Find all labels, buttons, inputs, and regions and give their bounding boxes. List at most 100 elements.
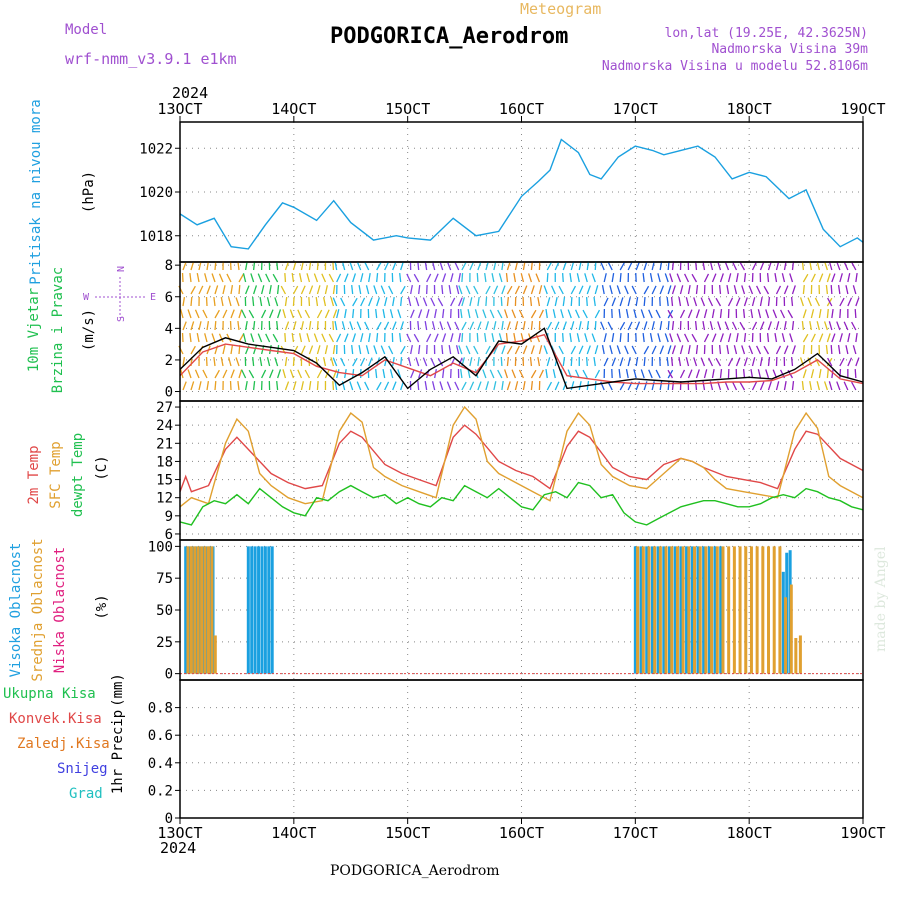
wind-barb (619, 321, 626, 331)
wind-barb (213, 296, 216, 307)
wind-barb (538, 285, 543, 295)
wind-barb (376, 272, 379, 283)
axis-title: 1hr Precip (110, 710, 126, 794)
wind-barb (373, 285, 378, 295)
wind-barb (349, 381, 354, 391)
wind-barb (274, 297, 279, 307)
wind-barb (476, 272, 479, 283)
wind-barb (282, 369, 287, 379)
wind-barb (743, 297, 748, 307)
wind-barb (498, 273, 503, 283)
wind-barb (437, 357, 444, 367)
wind-barb (189, 272, 192, 283)
wind-barb (594, 380, 597, 391)
wind-barb (238, 333, 244, 343)
wind-barb (461, 272, 464, 283)
wind-barb (473, 345, 479, 355)
wind-barb (384, 261, 390, 271)
wind-barb (190, 261, 195, 271)
wind-barb (543, 345, 548, 355)
wind-barb (739, 321, 746, 331)
wind-barb (576, 333, 580, 343)
wind-barb (839, 297, 845, 307)
wind-barb (633, 369, 637, 379)
wind-barb (280, 285, 287, 295)
wind-barb (562, 261, 567, 271)
wind-barb (530, 369, 537, 379)
wind-barb (651, 321, 655, 331)
wind-barb (775, 285, 782, 295)
y-tick-label: 0.6 (148, 728, 173, 744)
cloud-bar (727, 546, 731, 674)
cloud-bar (738, 546, 742, 674)
wind-barb (546, 357, 551, 367)
wind-barb (332, 357, 338, 367)
wind-barb (616, 285, 621, 295)
wind-barb (313, 333, 319, 343)
wind-barb (336, 333, 342, 343)
wind-barb (222, 345, 226, 355)
bar-series-srednja-oblacnost (186, 546, 802, 674)
wind-barb (306, 333, 311, 343)
wind-barb (546, 381, 553, 391)
wind-barb (691, 273, 698, 283)
wind-barb (493, 285, 499, 295)
wind-barb (485, 296, 488, 307)
wind-barb (206, 285, 211, 295)
wind-barb (767, 321, 772, 331)
series-line-speed (179, 333, 864, 385)
wind-barb (446, 321, 452, 331)
wind-barb (375, 368, 378, 379)
wind-barb (498, 333, 503, 343)
wind-barb (839, 357, 845, 367)
wind-barb (214, 285, 219, 295)
wind-barb (514, 381, 519, 391)
wind-barb (336, 369, 340, 379)
wind-barb (836, 381, 841, 391)
wind-barb (537, 297, 541, 307)
wind-barb (206, 321, 210, 331)
wind-barb (830, 344, 833, 355)
cloud-bar (639, 546, 643, 674)
wind-barb (513, 333, 517, 343)
wind-barb (839, 333, 843, 343)
cloud-bar (263, 546, 267, 674)
wind-barb (763, 345, 770, 355)
wind-barb (352, 297, 358, 307)
wind-barb (410, 345, 413, 355)
wind-barb (535, 273, 541, 283)
wind-barb (546, 261, 553, 271)
cloud-bar (781, 571, 785, 674)
wind-barb (384, 381, 390, 391)
wind-barb (282, 309, 287, 319)
wind-barb (190, 345, 196, 355)
wind-barb (823, 261, 829, 271)
wind-barb (759, 321, 765, 331)
wind-barb (726, 345, 730, 355)
wind-barb (190, 381, 195, 391)
cloud-bar (789, 584, 793, 674)
wind-barb (250, 333, 255, 343)
wind-barb (845, 345, 849, 355)
wind-barb (631, 345, 637, 355)
wind-barb (506, 381, 511, 391)
wind-barb (667, 369, 674, 379)
wind-barb (839, 368, 842, 379)
wind-barb (561, 272, 564, 283)
wind-barb (816, 321, 821, 331)
wind-barb (238, 369, 243, 379)
wind-barb (627, 261, 633, 271)
wind-barb (400, 261, 405, 271)
wind-barb (570, 381, 575, 391)
wind-barb (518, 309, 525, 319)
wind-barb (562, 296, 566, 307)
wind-barb (476, 332, 479, 343)
wind-barb (790, 356, 794, 367)
wind-barb (695, 369, 700, 379)
wind-barb (228, 297, 232, 307)
wind-barb (284, 272, 287, 283)
wind-barb (669, 273, 674, 283)
x-tick-label-top: 17OCT (613, 100, 658, 118)
wind-barb (392, 357, 395, 367)
